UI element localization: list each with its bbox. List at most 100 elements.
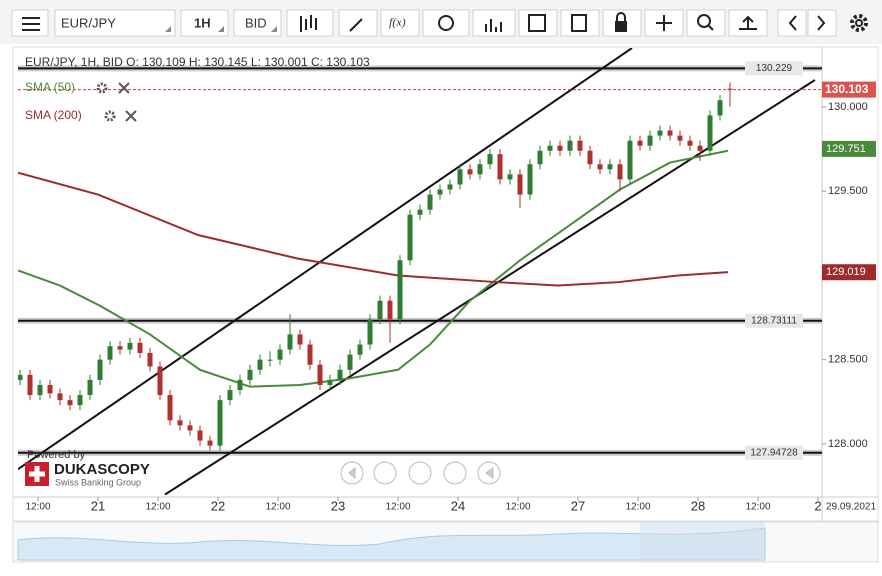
candle-body — [27, 374, 33, 396]
candle-body — [537, 150, 543, 165]
sma-value-label: 129.019 — [826, 266, 866, 278]
candle-body — [657, 130, 663, 136]
zoom-button[interactable] — [686, 9, 726, 37]
candle-body — [147, 352, 153, 367]
candle-body — [457, 169, 463, 185]
report-button[interactable] — [560, 9, 600, 37]
candle-body — [177, 420, 183, 426]
level-label: 128.73111 — [751, 315, 797, 326]
x-tick-label: 12:00 — [505, 502, 530, 513]
candle-body — [667, 130, 673, 136]
candle-body — [367, 319, 373, 345]
draw-button[interactable] — [338, 9, 378, 37]
x-tick-label: 22 — [211, 498, 225, 513]
function-button[interactable]: f(x) — [380, 9, 420, 37]
calendar-button[interactable] — [518, 9, 558, 37]
candle-body — [477, 164, 483, 175]
side-select[interactable]: BID — [233, 9, 282, 37]
x-tick-label: 24 — [451, 498, 465, 513]
candle-body — [687, 140, 693, 146]
candle-body — [697, 145, 703, 151]
candle-body — [627, 140, 633, 180]
candle-body — [97, 359, 103, 380]
candle-body — [387, 300, 393, 320]
legend-sma200: SMA (200) — [25, 108, 82, 122]
navigator[interactable] — [12, 521, 879, 563]
candle-body — [507, 174, 513, 180]
candle-body — [137, 342, 143, 353]
level-label-bg — [745, 313, 803, 328]
sma-value-box — [822, 140, 876, 157]
candle-body — [18, 374, 23, 380]
candle-body — [727, 88, 733, 90]
candle-body — [437, 189, 443, 195]
nav-controls[interactable] — [340, 461, 501, 485]
x-tick-label: 12:00 — [745, 502, 770, 513]
x-tick-label: 12:00 — [625, 502, 650, 513]
candle-body — [497, 154, 503, 180]
candle-body — [297, 334, 303, 345]
candles-button[interactable] — [286, 9, 334, 37]
lock-button[interactable] — [602, 9, 642, 37]
candle-body — [157, 366, 163, 396]
candle-body — [307, 344, 313, 365]
last-price-label: 130.103 — [825, 82, 869, 96]
candle-body — [237, 379, 243, 391]
candle-body — [617, 164, 623, 180]
prev-button[interactable] — [777, 9, 807, 37]
period-select[interactable]: 1H — [180, 9, 229, 37]
candle-body — [357, 344, 363, 355]
candle-body — [447, 184, 453, 190]
candle-body — [397, 260, 403, 320]
candle-body — [337, 369, 343, 380]
candle-body — [227, 390, 233, 401]
upload-button[interactable] — [728, 9, 768, 37]
candle-body — [37, 384, 43, 396]
candle-body — [637, 140, 643, 146]
candle-body — [277, 349, 283, 360]
candle-body — [287, 334, 293, 350]
x-tick-label: 27 — [571, 498, 585, 513]
info-button[interactable] — [422, 9, 470, 37]
candle-body — [167, 395, 173, 421]
candle-body — [107, 346, 113, 360]
x-tick-label: 21 — [91, 498, 105, 513]
crosshair-button[interactable] — [644, 9, 684, 37]
x-tick-label: 12:00 — [25, 502, 50, 513]
candle-body — [327, 379, 333, 385]
level-label-bg — [745, 61, 803, 76]
candle-body — [247, 369, 253, 380]
y-tick-label: 129.500 — [828, 185, 868, 197]
x-tick-label: 12:00 — [145, 502, 170, 513]
symbol-select[interactable]: EUR/JPY — [54, 9, 176, 37]
function-label: f(x) — [389, 15, 406, 29]
trend-line — [164, 79, 816, 496]
y-tick-label: 130.000 — [828, 101, 868, 113]
candle-body — [257, 359, 263, 370]
menu-button[interactable] — [11, 9, 49, 37]
toolbar: EUR/JPY 1H BID f(x) — [0, 0, 882, 44]
candle-body — [647, 135, 653, 146]
side: BID — [245, 15, 267, 30]
next-button[interactable] — [807, 9, 837, 37]
candle-body — [607, 164, 613, 170]
candle-body — [197, 430, 203, 441]
level-label: 130.229 — [756, 63, 793, 74]
sma-line — [18, 171, 729, 287]
legend-controls[interactable] — [96, 82, 137, 122]
ohlc-header: EUR/JPY, 1H, BID O: 130.109 H: 130.145 L… — [25, 55, 370, 69]
candle-body — [127, 342, 133, 350]
candle-body — [77, 395, 83, 406]
trend-line — [18, 48, 633, 471]
settings-button[interactable] — [850, 14, 868, 32]
sma-value-label: 129.751 — [826, 143, 866, 155]
candle-body — [87, 379, 93, 396]
logo-powered: Powered by — [27, 449, 86, 461]
candle-body — [427, 194, 433, 210]
candle-body — [587, 150, 593, 165]
volume-button[interactable] — [472, 9, 516, 37]
candle-body — [597, 164, 603, 170]
logo: Powered by DUKASCOPY Swiss Banking Group — [25, 449, 150, 487]
level-label-bg — [745, 445, 803, 460]
